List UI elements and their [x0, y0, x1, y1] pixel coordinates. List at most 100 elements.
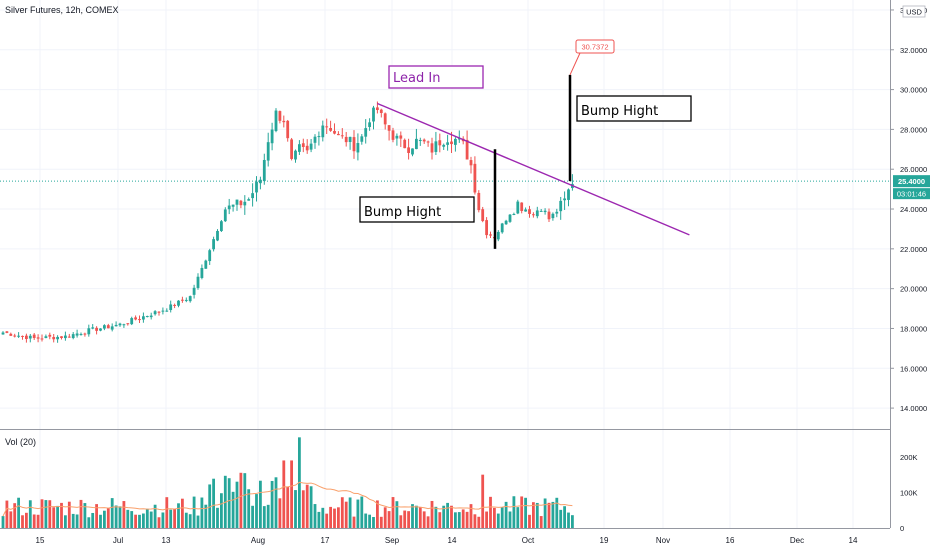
volume-bar [563, 506, 566, 528]
volume-bar [465, 511, 469, 528]
volume-bar [528, 514, 531, 528]
candle [469, 156, 473, 174]
candle [563, 191, 566, 210]
volume-bar [364, 513, 368, 528]
currency-box[interactable] [902, 5, 926, 18]
candle [134, 315, 137, 321]
volume-bar [504, 501, 508, 528]
volume-bar [305, 484, 309, 528]
candle [220, 219, 223, 232]
candle [329, 120, 332, 132]
candle [368, 118, 371, 131]
volume-bar [348, 497, 352, 528]
candle [535, 206, 539, 219]
volume-bar [434, 506, 438, 528]
price-tick-label: 28.0000 [900, 125, 927, 134]
volume-bar [99, 514, 102, 528]
volume-bar [329, 506, 332, 528]
volume-bar [220, 493, 223, 528]
candle [500, 222, 504, 234]
last-price-tag [893, 175, 930, 188]
volume-bar [313, 504, 317, 528]
volume-label: Vol (20) [5, 437, 37, 447]
volume-bar [352, 516, 356, 528]
candle [551, 212, 555, 221]
volume-bar [387, 511, 391, 528]
candle [177, 300, 180, 308]
candle [145, 315, 149, 318]
volume-bars [1, 437, 574, 528]
trendline[interactable] [377, 102, 690, 236]
volume-bar [95, 504, 98, 528]
price-tick-label: 18.0000 [900, 324, 927, 333]
volume-bar [457, 512, 461, 528]
volume-bar [508, 511, 512, 528]
candle [71, 332, 75, 340]
candle [485, 217, 488, 239]
candle [313, 134, 317, 149]
candle [79, 332, 83, 336]
volume-bar [130, 511, 134, 528]
candle [559, 196, 563, 220]
candle [64, 331, 67, 341]
candle [473, 156, 477, 195]
volume-bar [512, 496, 516, 528]
last-price-text: 25.4000 [898, 177, 925, 186]
candle [301, 138, 305, 153]
candle [407, 138, 410, 160]
candle [32, 332, 36, 340]
volume-bar [181, 498, 184, 528]
volume-bar [9, 511, 13, 528]
candle [356, 133, 360, 161]
volume-bar [212, 478, 215, 528]
candle [223, 207, 227, 223]
volume-bar [372, 517, 375, 528]
candle [376, 101, 379, 114]
volume-bar [469, 504, 473, 528]
candle [118, 322, 122, 327]
volume-bar [500, 507, 504, 528]
volume-bar [17, 497, 20, 528]
grid [0, 0, 890, 528]
bump-height-label-2[interactable]: Bump Hight [576, 95, 692, 122]
candle [489, 231, 492, 238]
candle [333, 123, 336, 135]
volume-bar [337, 507, 340, 528]
lead-in-label[interactable]: Lead In [388, 65, 484, 89]
symbol-title: Silver Futures, 12h, COMEX [5, 5, 119, 15]
volume-bar [79, 499, 83, 528]
volume-bar [559, 509, 563, 528]
volume-bar [376, 500, 379, 528]
volume-bar [247, 489, 251, 528]
volume-bar [555, 497, 559, 528]
candle [67, 333, 71, 338]
volume-bar [290, 460, 293, 528]
candle [305, 139, 309, 154]
candle [184, 297, 188, 303]
price-tick-label: 32.0000 [900, 46, 927, 55]
candle [442, 143, 446, 150]
volume-bar [188, 514, 192, 528]
volume-bar [539, 516, 543, 528]
candle [208, 248, 212, 265]
volume-bar [60, 502, 63, 528]
candle [430, 137, 434, 160]
candle [21, 335, 24, 340]
candle [286, 119, 290, 142]
candle [516, 199, 520, 215]
volume-bar [91, 512, 95, 528]
price-tick-label: 26.0000 [900, 165, 927, 174]
volume-bar [391, 497, 395, 528]
peak-price-callout[interactable]: 30.7372 [569, 39, 615, 76]
candle [255, 176, 258, 202]
candle [126, 323, 130, 326]
volume-bar [204, 504, 208, 528]
candle [438, 133, 442, 153]
volume-bar [415, 505, 418, 528]
volume-bar [157, 517, 161, 528]
bump-height-label-1[interactable]: Bump Hight [359, 196, 475, 223]
volume-bar [422, 511, 426, 528]
time-tick-label: Dec [790, 536, 804, 545]
